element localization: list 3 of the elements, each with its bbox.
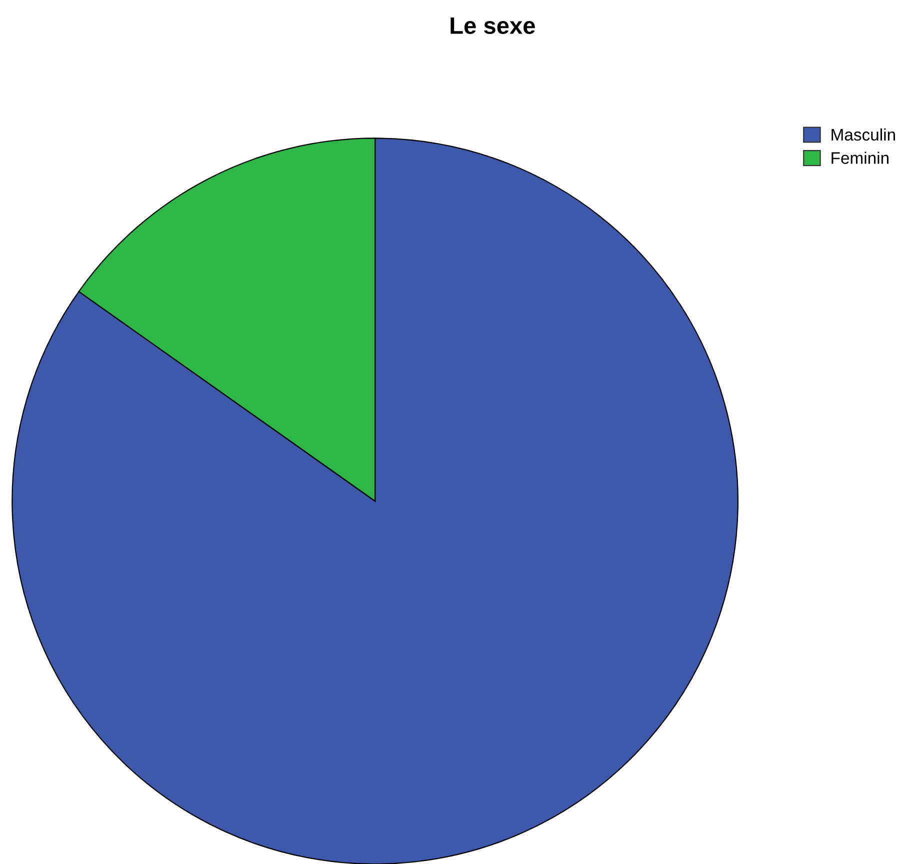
legend-label: Feminin [832,152,888,164]
legend-label: Masculin [832,128,895,141]
chart-title: Le sexe [450,18,535,34]
